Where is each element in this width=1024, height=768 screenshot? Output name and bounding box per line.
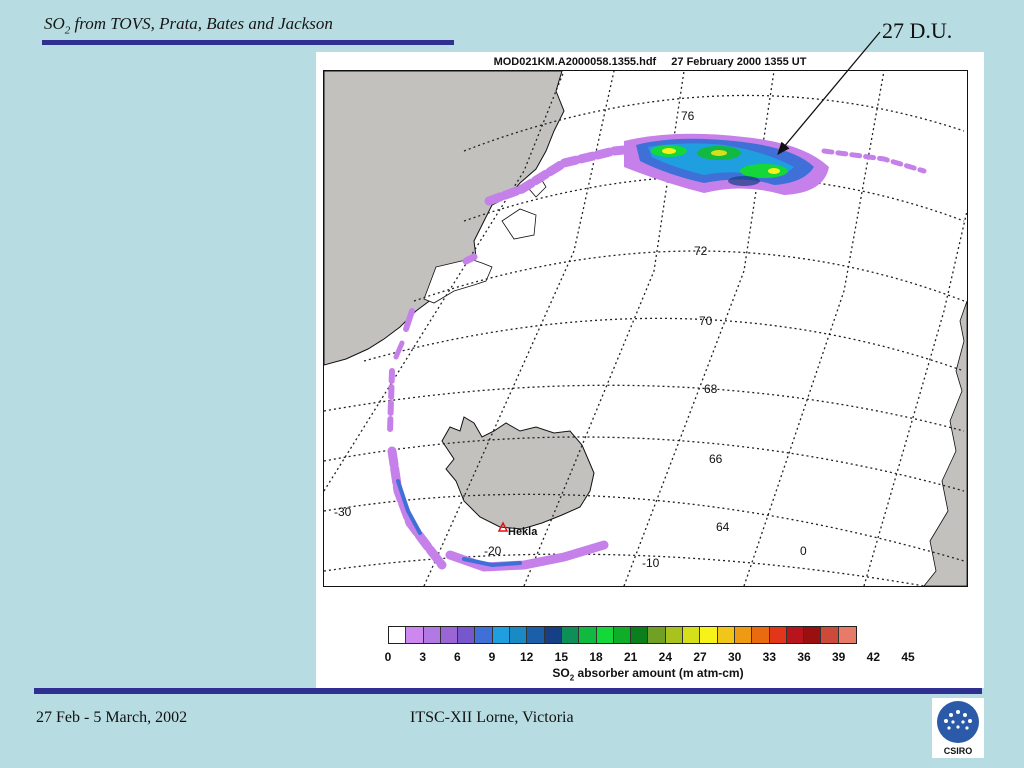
colorbar-tick-label: 6 xyxy=(453,650,461,664)
colorbar-swatch xyxy=(683,627,701,643)
colorbar xyxy=(388,626,858,644)
colorbar-swatch xyxy=(631,627,649,643)
colorbar-tick-label: 0 xyxy=(384,650,392,664)
colorbar-tick-label: 30 xyxy=(727,650,742,664)
lon-label-minus20: -20 xyxy=(484,544,502,558)
map-header: MOD021KM.A2000058.1355.hdf 27 February 2… xyxy=(316,56,984,68)
lon-label-0: 0 xyxy=(800,544,807,558)
colorbar-tick-label: 9 xyxy=(488,650,496,664)
colorbar-swatch xyxy=(406,627,424,643)
colorbar-tick-label: 12 xyxy=(519,650,534,664)
colorbar-swatch xyxy=(613,627,632,643)
map-datetime: 27 February 2000 1355 UT xyxy=(671,56,807,68)
footer-venue: ITSC-XII Lorne, Victoria xyxy=(410,709,574,726)
title-subscript: 2 xyxy=(64,24,71,37)
title-prefix: SO xyxy=(44,14,65,33)
colorbar-tick-label: 21 xyxy=(623,650,638,664)
title-underline xyxy=(42,40,454,45)
colorbar-swatch xyxy=(579,627,597,643)
lat-label-68: 68 xyxy=(704,382,718,396)
lat-label-66: 66 xyxy=(709,452,723,466)
colorbar-label-prefix: SO xyxy=(552,666,570,680)
greenland-landmass xyxy=(324,71,565,366)
hekla-label: Hekla xyxy=(508,526,538,538)
colorbar-swatch xyxy=(544,627,562,643)
lon-labels: -30 -20 -10 0 xyxy=(334,505,807,570)
colorbar-tick-label: 18 xyxy=(589,650,603,664)
colorbar-swatch xyxy=(769,627,787,643)
slide-title: SO2 from TOVS, Prata, Bates and Jackson xyxy=(44,14,333,36)
colorbar-tick-label: 39 xyxy=(831,650,846,664)
colorbar-tick-label: 27 xyxy=(693,650,707,664)
colorbar-swatch xyxy=(440,627,459,643)
colorbar-swatch xyxy=(752,627,770,643)
colorbar-tick-label: 15 xyxy=(554,650,569,664)
lat-label-76: 76 xyxy=(681,109,695,123)
colorbar-label-subscript: 2 xyxy=(569,673,575,683)
footer-dates: 27 Feb - 5 March, 2002 xyxy=(36,709,188,726)
colorbar-swatch xyxy=(423,627,441,643)
lon-label-minus10: -10 xyxy=(642,556,660,570)
so2-dense-plume xyxy=(624,133,829,195)
colorbar-tick-label: 24 xyxy=(658,650,673,664)
colorbar-tick-label: 3 xyxy=(419,650,426,664)
csiro-logo: CSIRO xyxy=(932,698,984,758)
colorbar-swatch xyxy=(786,627,805,643)
footer-rule xyxy=(34,688,982,694)
colorbar-swatch xyxy=(838,627,857,643)
colorbar-tick-label: 42 xyxy=(866,650,881,664)
so2-map: 76 72 70 68 66 64 62 -30 -20 -10 0 Hekla xyxy=(324,71,967,586)
colorbar-swatch xyxy=(527,627,545,643)
colorbar-swatch xyxy=(665,627,684,643)
map-file-name: MOD021KM.A2000058.1355.hdf xyxy=(493,56,657,68)
csiro-logo-text: CSIRO xyxy=(944,746,973,756)
norway-coast xyxy=(923,300,967,586)
colorbar-label: SO2 absorber amount (m atm-cm) xyxy=(388,666,908,682)
greenland-fjord xyxy=(423,258,493,304)
colorbar-swatch xyxy=(561,627,580,643)
colorbar-swatch xyxy=(492,627,511,643)
title-rest: from TOVS, Prata, Bates and Jackson xyxy=(70,14,333,33)
lon-label-minus30: -30 xyxy=(334,505,352,519)
colorbar-swatch xyxy=(700,627,718,643)
lat-label-64: 64 xyxy=(716,520,730,534)
colorbar-swatch xyxy=(596,627,614,643)
colorbar-swatch xyxy=(648,627,666,643)
hekla-volcano-icon xyxy=(497,521,509,532)
colorbar-swatch xyxy=(475,627,493,643)
annotation-label: 27 D.U. xyxy=(882,18,953,43)
figure-panel: MOD021KM.A2000058.1355.hdf 27 February 2… xyxy=(316,52,984,688)
colorbar-swatch xyxy=(821,627,839,643)
colorbar-tick-label: 33 xyxy=(762,650,777,664)
colorbar-tick-label: 45 xyxy=(901,650,915,664)
colorbar-swatch xyxy=(389,627,407,643)
colorbar-tick-label: 36 xyxy=(797,650,811,664)
colorbar-ticks: 0 3 6 9 12 15 18 21 24 27 30 33 36 39 42 45 xyxy=(384,650,915,666)
colorbar-swatch xyxy=(717,627,735,643)
colorbar-label-rest: absorber amount (m atm-cm) xyxy=(574,666,744,680)
colorbar-swatch xyxy=(734,627,753,643)
map-frame: 76 72 70 68 66 64 62 -30 -20 -10 0 Hekla xyxy=(323,70,968,587)
lat-label-72: 72 xyxy=(694,244,708,258)
iceland-landmass xyxy=(441,416,595,530)
colorbar-swatch xyxy=(458,627,476,643)
colorbar-swatch xyxy=(510,627,528,643)
lat-labels: 76 72 70 68 66 64 62 xyxy=(681,109,730,534)
island-a xyxy=(501,208,537,240)
colorbar-swatch xyxy=(804,627,822,643)
lat-label-70: 70 xyxy=(699,314,713,328)
